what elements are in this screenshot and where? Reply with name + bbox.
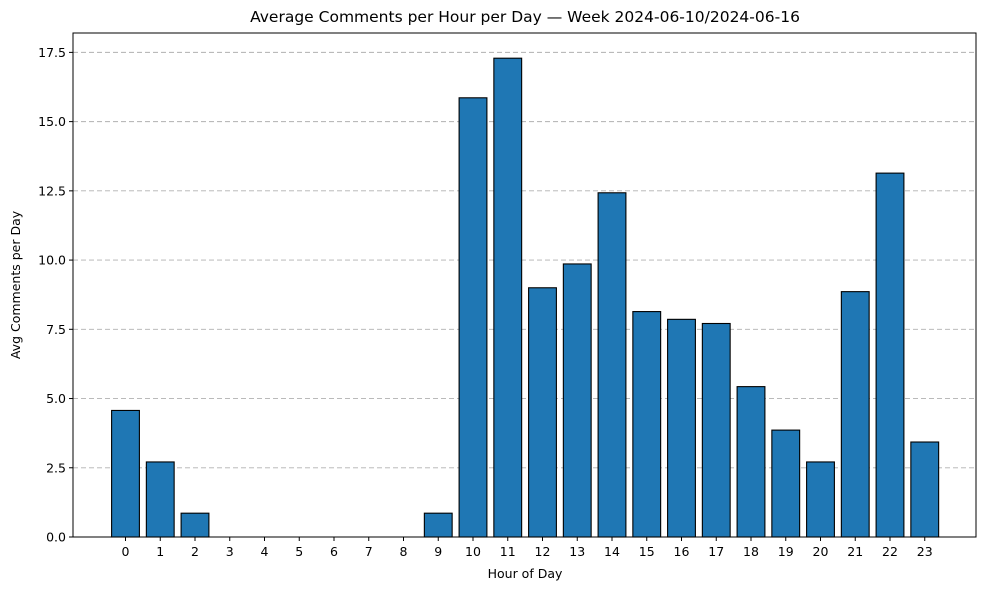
bar-hour-14 xyxy=(597,192,627,538)
y-tick-label: 5.0 xyxy=(46,391,66,406)
bar-hour-10 xyxy=(458,97,488,538)
bar-hour-21 xyxy=(840,291,870,538)
bar-hour-20 xyxy=(806,461,835,538)
x-tick-label: 3 xyxy=(226,544,234,559)
y-tick-label: 2.5 xyxy=(46,460,66,475)
x-axis-ticks: 0 1 2 3 4 5 6 7 8 9 10 11 12 13 14 15 16 17 18 19 20 21 22 23 xyxy=(122,537,933,559)
x-tick-label: 18 xyxy=(743,544,759,559)
bar-hour-18 xyxy=(736,386,766,538)
x-tick-label: 9 xyxy=(434,544,442,559)
x-tick-label: 22 xyxy=(882,544,898,559)
x-tick-label: 13 xyxy=(569,544,585,559)
x-tick-label: 11 xyxy=(500,544,516,559)
x-tick-label: 8 xyxy=(400,544,408,559)
x-tick-label: 2 xyxy=(191,544,199,559)
y-axis-label: Avg Comments per Day xyxy=(8,210,23,359)
x-tick-label: 7 xyxy=(365,544,373,559)
bar-hour-11 xyxy=(493,57,523,538)
x-tick-label: 17 xyxy=(708,544,724,559)
y-tick-label: 12.5 xyxy=(38,183,66,198)
plot-frame xyxy=(72,32,977,538)
x-tick-label: 21 xyxy=(847,544,863,559)
x-tick-label: 20 xyxy=(813,544,829,559)
chart-title: Average Comments per Hour per Day — Week… xyxy=(250,8,800,26)
x-tick-label: 16 xyxy=(674,544,690,559)
bar-hour-19 xyxy=(771,429,801,538)
bar-hour-17 xyxy=(701,322,731,538)
bar-hour-12 xyxy=(528,287,557,538)
x-tick-label: 12 xyxy=(535,544,551,559)
bar-hour-0 xyxy=(111,409,140,538)
x-tick-label: 1 xyxy=(156,544,164,559)
x-tick-label: 6 xyxy=(330,544,338,559)
x-tick-label: 0 xyxy=(122,544,130,559)
bar-hour-15 xyxy=(632,311,662,538)
y-tick-label: 17.5 xyxy=(38,45,66,60)
bar-hour-9 xyxy=(423,512,453,538)
bar-hour-2 xyxy=(180,512,210,538)
x-tick-label: 19 xyxy=(778,544,794,559)
bar-hour-23 xyxy=(910,441,940,538)
bar-hour-13 xyxy=(562,263,592,538)
grid-lines xyxy=(73,51,976,469)
y-tick-label: 0.0 xyxy=(46,530,66,545)
x-tick-label: 10 xyxy=(465,544,481,559)
x-axis-label: Hour of Day xyxy=(488,566,563,581)
y-tick-label: 10.0 xyxy=(38,253,66,268)
bars xyxy=(111,57,940,538)
bar-hour-1 xyxy=(145,461,175,538)
y-tick-label: 7.5 xyxy=(46,322,66,337)
x-tick-label: 5 xyxy=(295,544,303,559)
y-tick-label: 15.0 xyxy=(38,114,66,129)
x-tick-label: 4 xyxy=(261,544,269,559)
x-tick-label: 15 xyxy=(639,544,655,559)
bar-hour-22 xyxy=(875,172,905,538)
bar-hour-16 xyxy=(667,318,696,538)
x-tick-label: 23 xyxy=(917,544,933,559)
x-tick-label: 14 xyxy=(604,544,620,559)
y-axis-ticks: 0.0 2.5 5.0 7.5 10.0 12.5 15.0 17.5 xyxy=(38,45,73,545)
